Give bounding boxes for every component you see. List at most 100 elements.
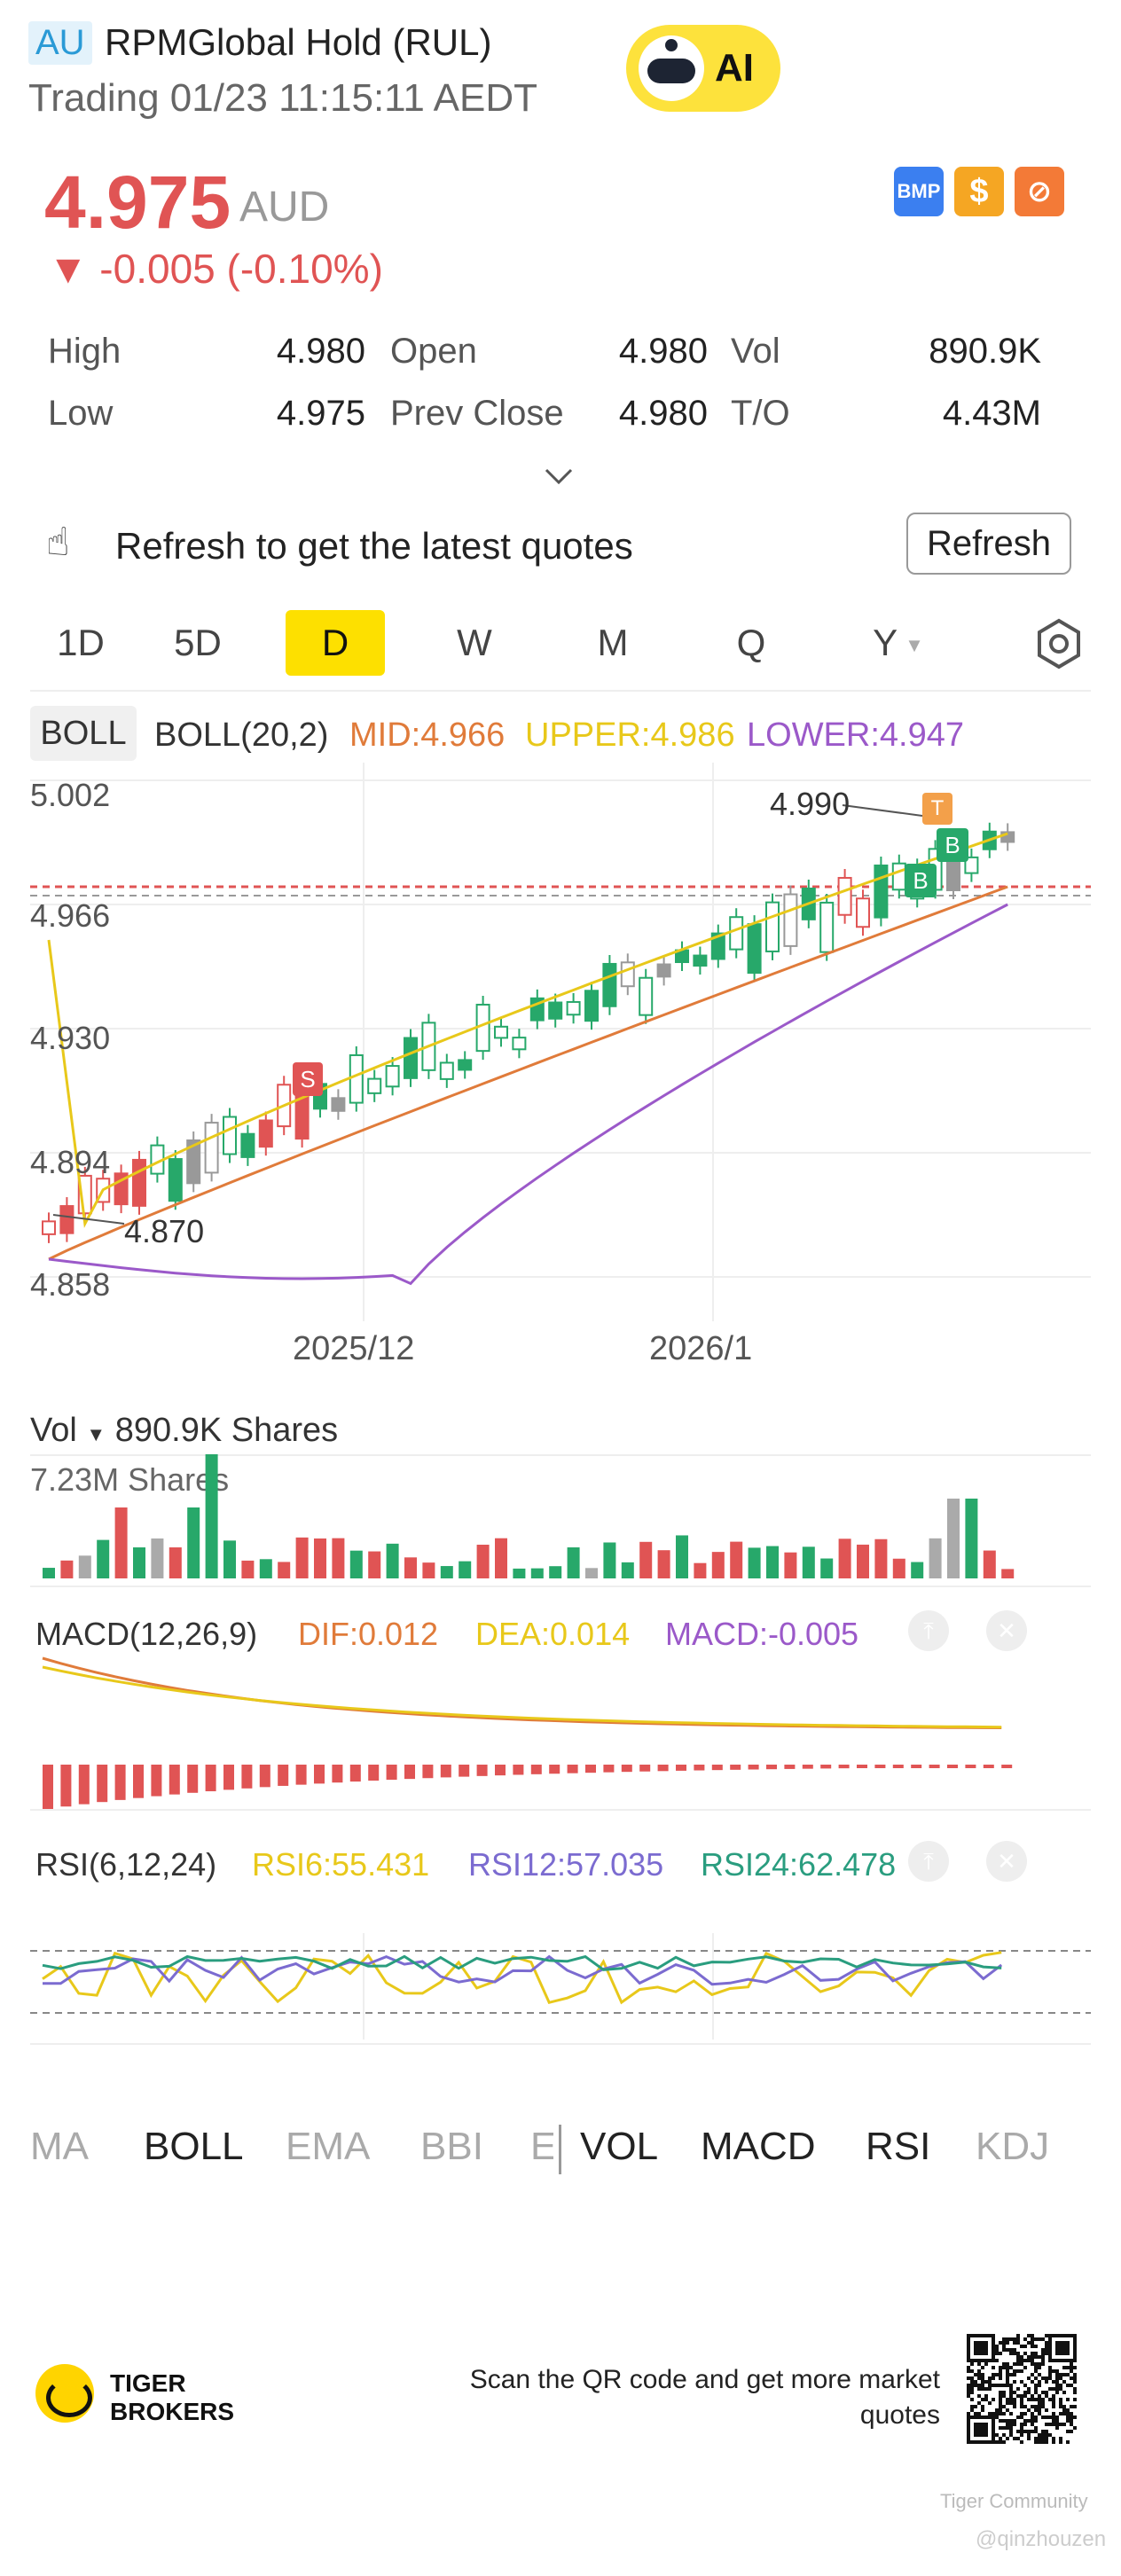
volume-bar xyxy=(603,1542,616,1578)
qr-module xyxy=(1016,2369,1020,2373)
rsi-chart[interactable] xyxy=(0,1880,1121,2040)
qr-module xyxy=(1070,2366,1073,2369)
candle xyxy=(349,1053,364,1104)
qr-module xyxy=(974,2412,977,2415)
qr-module xyxy=(1031,2423,1034,2426)
qr-module xyxy=(1055,2387,1059,2391)
qr-module xyxy=(1034,2387,1038,2391)
options-icon[interactable]: ⊘ xyxy=(1015,167,1064,216)
main-candlestick-chart[interactable] xyxy=(0,763,1121,1330)
caret-down-icon: ▼ xyxy=(86,1423,106,1445)
qr-module xyxy=(1045,2423,1048,2426)
tab-5d[interactable]: 5D xyxy=(174,622,222,663)
qr-module xyxy=(1013,2348,1016,2352)
tab-rsi[interactable]: RSI xyxy=(866,2125,931,2168)
t-signal-badge[interactable]: T xyxy=(922,793,952,825)
macd-bar xyxy=(621,1765,632,1773)
volume-header[interactable]: Vol ▼ 890.9K Shares xyxy=(30,1412,338,1450)
indicator-selector[interactable]: BOLL xyxy=(30,706,137,761)
qr-module xyxy=(1041,2437,1045,2440)
refresh-button[interactable]: Refresh xyxy=(906,513,1071,575)
qr-module xyxy=(1055,2376,1059,2380)
sell-signal-badge[interactable]: S xyxy=(293,1062,323,1096)
tab-y[interactable]: Y ▼ xyxy=(850,610,947,676)
tab-bbi[interactable]: BBI xyxy=(420,2125,483,2168)
candle xyxy=(331,1097,346,1112)
divider xyxy=(30,2043,1091,2045)
qr-module xyxy=(967,2394,970,2398)
tab-ma[interactable]: MA xyxy=(30,2125,89,2168)
qr-module xyxy=(967,2369,970,2373)
boll-upper: UPPER:4.986 xyxy=(525,716,735,754)
qr-module xyxy=(1045,2334,1048,2337)
qr-module xyxy=(974,2405,977,2408)
qr-module xyxy=(1016,2437,1020,2440)
qr-module xyxy=(1048,2398,1052,2401)
tab-kdj[interactable]: KDJ xyxy=(976,2125,1050,2168)
qr-module xyxy=(1020,2412,1023,2415)
volume-bar xyxy=(259,1559,272,1578)
macd-bar xyxy=(278,1765,289,1786)
macd-chart[interactable] xyxy=(0,1649,1121,1809)
macd-bar xyxy=(567,1765,578,1773)
dollar-icon[interactable]: $ xyxy=(954,167,1004,216)
qr-module xyxy=(1045,2430,1048,2433)
tab-ema[interactable]: EMA xyxy=(286,2125,371,2168)
qr-module xyxy=(970,2376,974,2380)
pin-top-icon[interactable]: ⤒ xyxy=(908,1610,949,1651)
qr-module xyxy=(1002,2345,1006,2348)
tab-1d[interactable]: 1D xyxy=(57,622,105,663)
volume-bar xyxy=(278,1562,291,1578)
buy-signal-badge[interactable]: B xyxy=(937,828,968,862)
expand-chevron-icon[interactable] xyxy=(543,461,575,493)
close-icon[interactable]: ✕ xyxy=(986,1610,1027,1651)
qr-module xyxy=(1041,2359,1045,2362)
bmp-icon[interactable]: BMP xyxy=(894,167,944,216)
qr-module xyxy=(967,2387,970,2391)
qr-module xyxy=(1038,2384,1041,2387)
boll-params: BOLL(20,2) xyxy=(154,716,329,754)
qr-module xyxy=(1020,2369,1023,2373)
tab-m[interactable]: M xyxy=(597,622,629,663)
ai-assistant-button[interactable]: AI xyxy=(626,25,780,112)
qr-module xyxy=(1052,2405,1055,2408)
volume-bar xyxy=(676,1535,688,1578)
volume-chart[interactable] xyxy=(0,1445,1121,1587)
qr-module xyxy=(1034,2415,1038,2419)
buy-signal-badge[interactable]: B xyxy=(905,864,937,897)
macd-bar xyxy=(874,1765,886,1768)
qr-module xyxy=(1034,2437,1038,2440)
candle xyxy=(729,916,744,951)
qr-module xyxy=(1034,2337,1038,2341)
qr-module xyxy=(1041,2415,1045,2419)
tab-macd[interactable]: MACD xyxy=(701,2125,816,2168)
close-icon[interactable]: ✕ xyxy=(986,1841,1027,1882)
tab-vol[interactable]: VOL xyxy=(580,2125,659,2168)
tab-overflow[interactable]: E xyxy=(530,2125,553,2168)
tab-d[interactable]: D xyxy=(286,610,385,676)
pin-top-icon[interactable]: ⤒ xyxy=(908,1841,949,1882)
qr-module xyxy=(970,2384,974,2387)
volume-bar xyxy=(151,1538,164,1578)
tab-w[interactable]: W xyxy=(457,622,492,663)
divider xyxy=(30,1454,1091,1456)
macd-bar xyxy=(530,1765,542,1774)
qr-module xyxy=(1062,2405,1066,2408)
tab-boll[interactable]: BOLL xyxy=(144,2125,244,2168)
chart-settings-icon[interactable] xyxy=(1032,617,1086,670)
qr-module xyxy=(1055,2423,1059,2426)
qr-module xyxy=(1034,2408,1038,2412)
qr-module xyxy=(1045,2391,1048,2394)
qr-module xyxy=(1070,2362,1073,2366)
qr-module xyxy=(1009,2426,1013,2430)
tab-q[interactable]: Q xyxy=(736,622,766,663)
qr-module xyxy=(1052,2440,1055,2444)
volume-bar xyxy=(530,1568,544,1578)
qr-module xyxy=(1031,2341,1034,2345)
qr-module xyxy=(1034,2426,1038,2430)
volume-bar xyxy=(621,1562,634,1578)
volume-bar xyxy=(223,1540,236,1578)
qr-module xyxy=(1023,2352,1027,2355)
volume-bar xyxy=(983,1550,996,1578)
qr-module xyxy=(1027,2430,1031,2433)
